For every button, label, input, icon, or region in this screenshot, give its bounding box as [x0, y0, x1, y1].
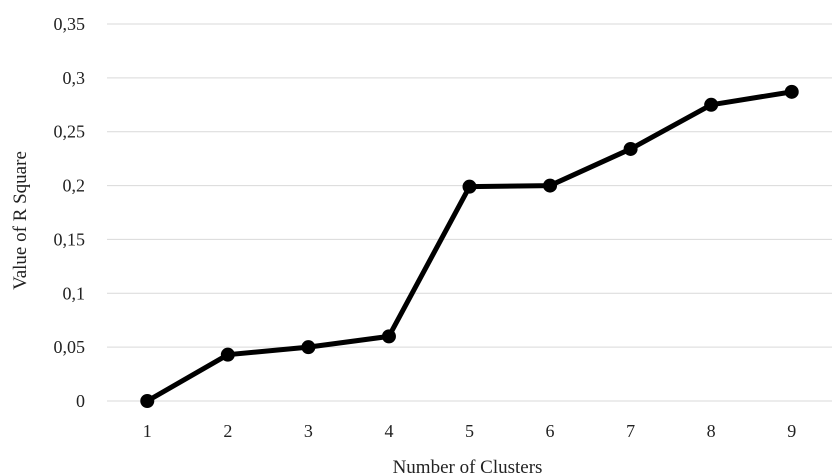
x-axis-title: Number of Clusters [393, 457, 543, 476]
x-tick-label: 6 [546, 421, 555, 441]
data-point [543, 178, 558, 193]
gridlines [107, 23, 832, 402]
y-tick-label: 0,1 [63, 283, 86, 303]
data-point [301, 340, 316, 355]
y-tick-label: 0,25 [54, 122, 86, 142]
data-point [784, 84, 799, 99]
series-layer [140, 84, 799, 408]
data-point [704, 97, 719, 112]
data-point [623, 141, 638, 156]
x-tick-label: 7 [626, 421, 635, 441]
y-axis-title: Value of R Square [10, 151, 31, 290]
x-tick-label: 1 [143, 421, 152, 441]
x-tick-labels: 1 2 3 4 5 6 7 8 9 [143, 421, 796, 441]
y-tick-label: 0,15 [54, 229, 86, 249]
data-point [381, 329, 396, 344]
y-tick-label: 0,2 [63, 176, 86, 196]
x-tick-label: 9 [787, 421, 796, 441]
y-tick-label: 0 [76, 391, 85, 411]
x-tick-label: 3 [304, 421, 313, 441]
y-tick-labels: 0 0,05 0,1 0,15 0,2 0,25 0,3 0,35 [54, 14, 86, 411]
x-tick-label: 5 [465, 421, 474, 441]
y-tick-label: 0,3 [63, 68, 86, 88]
x-tick-label: 8 [707, 421, 716, 441]
data-point [140, 394, 155, 408]
series-line [144, 89, 795, 404]
y-tick-label: 0,35 [54, 14, 86, 34]
x-tick-label: 4 [384, 421, 393, 441]
data-point [220, 347, 235, 362]
x-tick-label: 2 [223, 421, 232, 441]
y-tick-label: 0,05 [54, 337, 86, 357]
data-point [462, 179, 477, 194]
